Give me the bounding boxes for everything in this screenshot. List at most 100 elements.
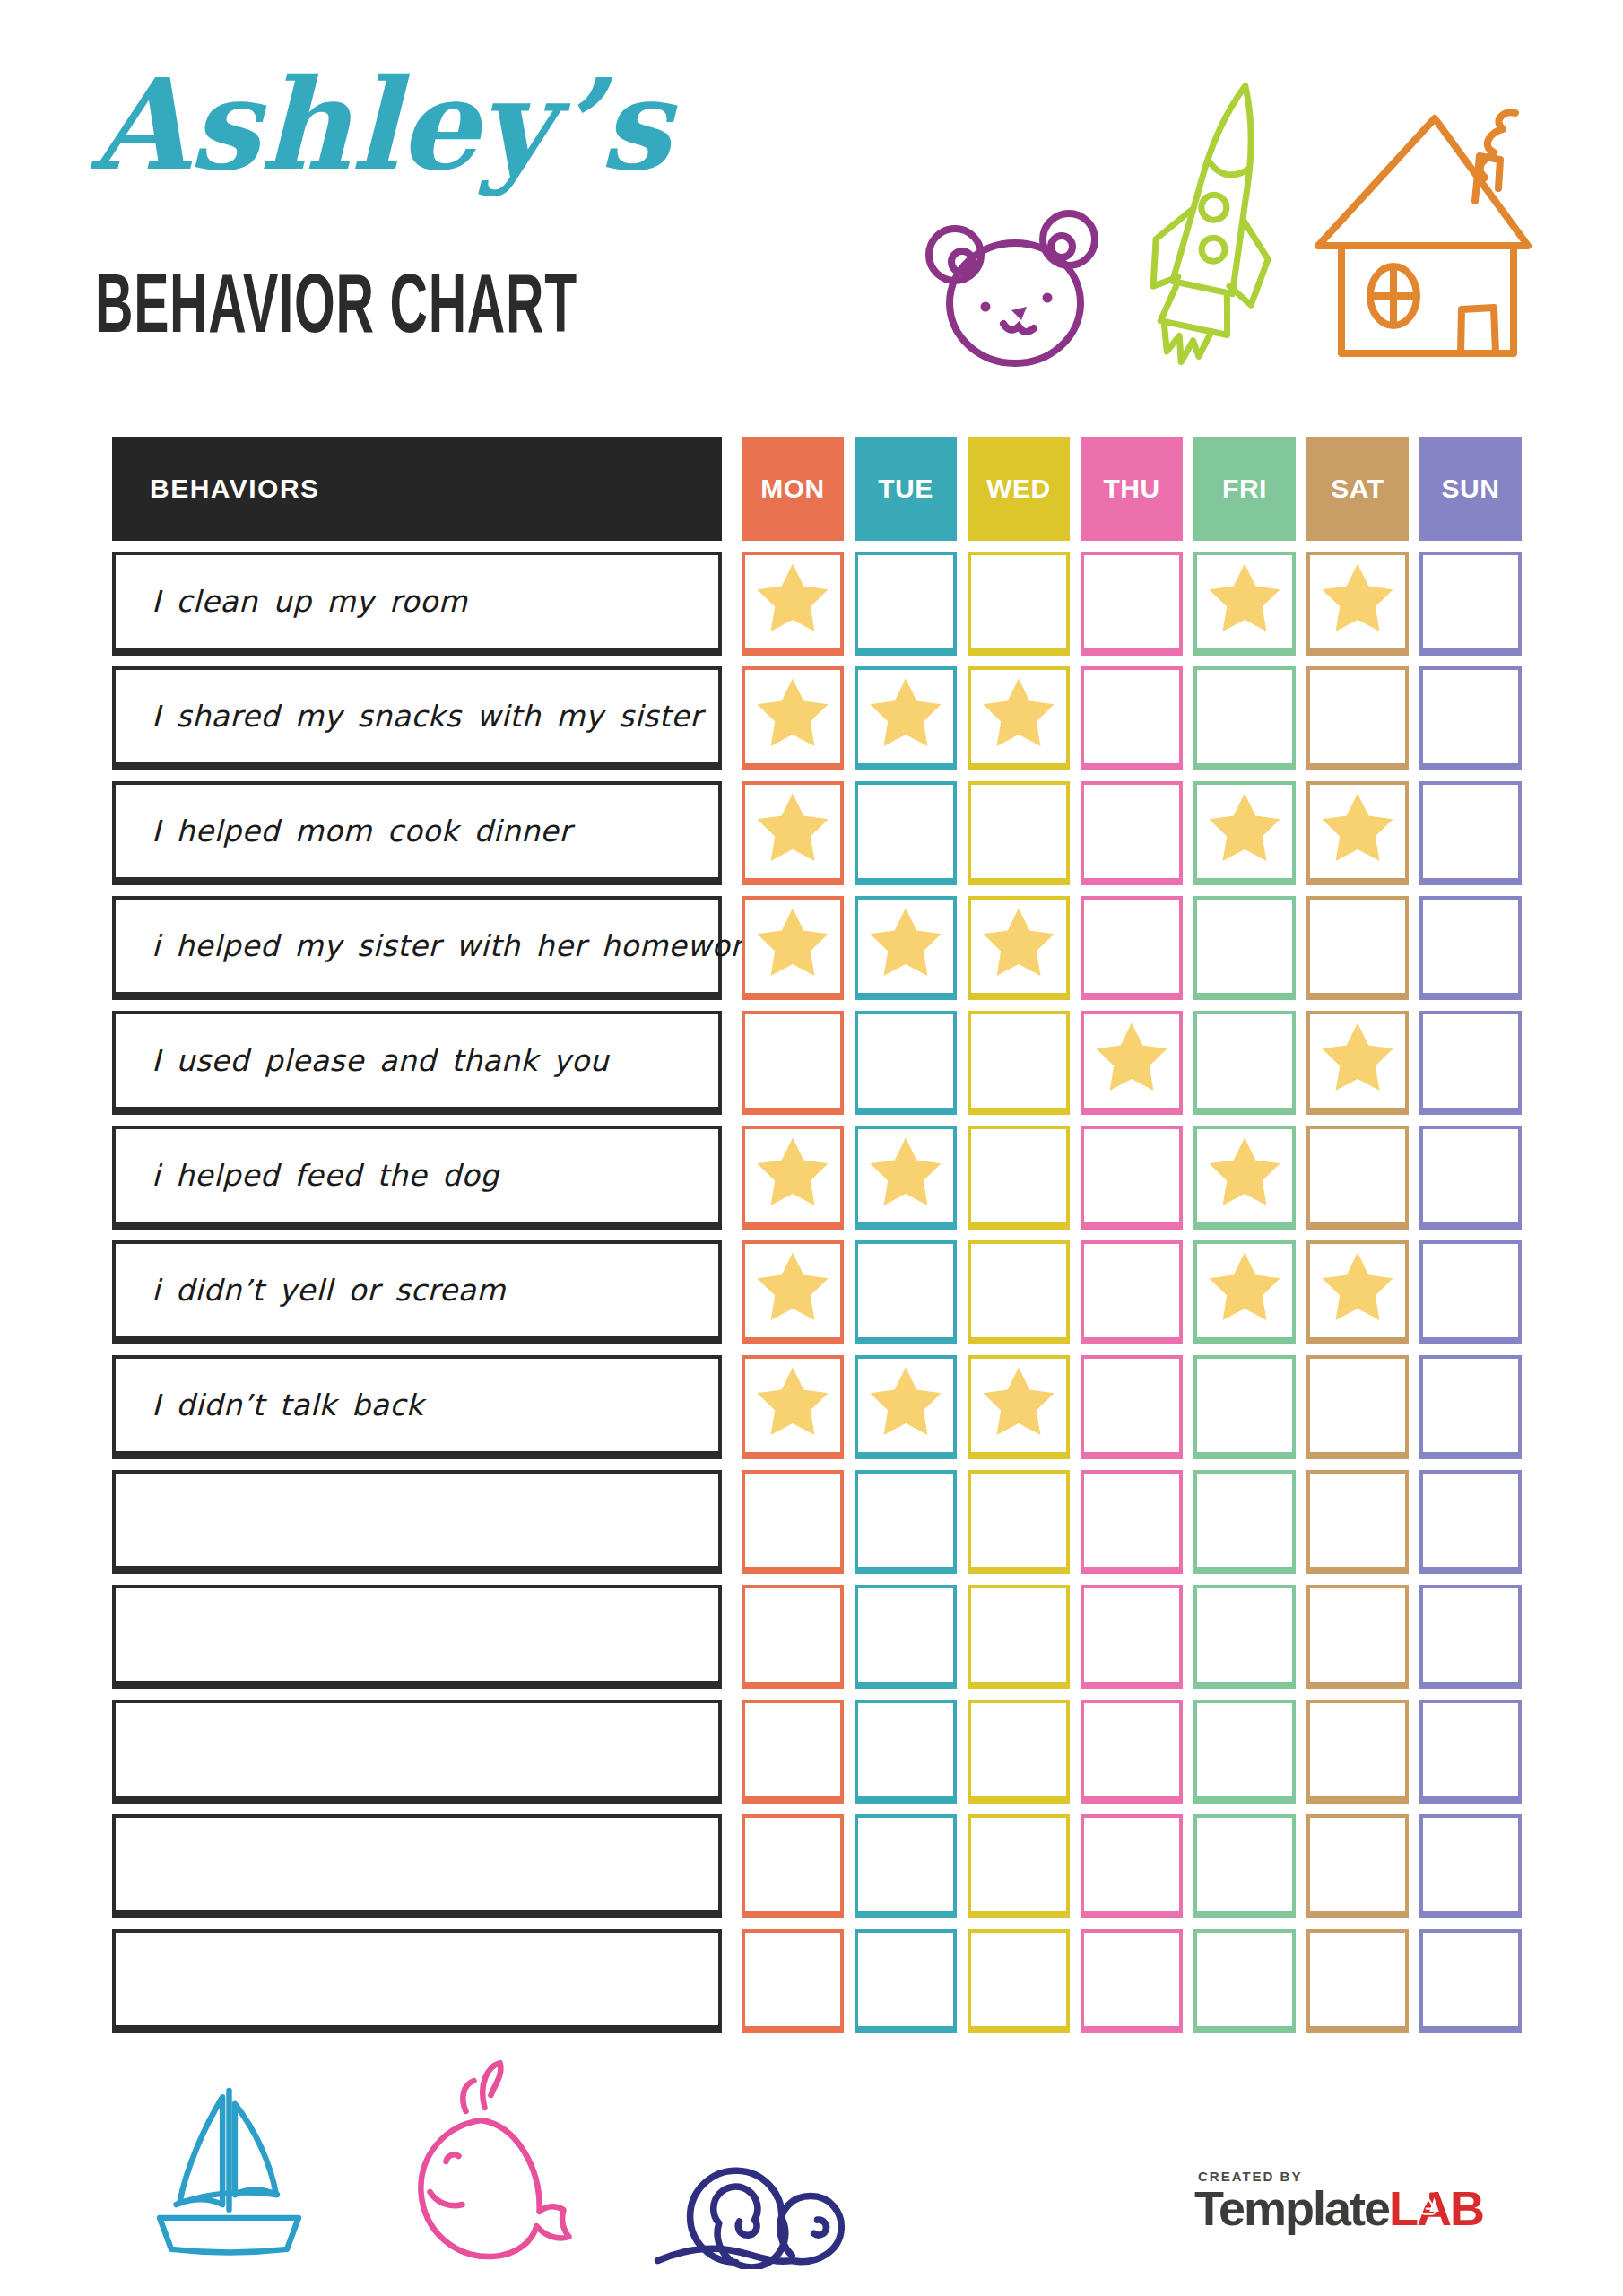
star-cell-thu[interactable] <box>1081 552 1183 656</box>
star-cell-tue[interactable] <box>855 1240 957 1344</box>
star-cell-sun[interactable] <box>1419 896 1522 1000</box>
star-cell-sun[interactable] <box>1419 1470 1522 1574</box>
star-cell-sat[interactable] <box>1306 666 1409 770</box>
star-cell-fri[interactable] <box>1193 1700 1296 1804</box>
star-cell-fri[interactable] <box>1193 1126 1296 1230</box>
star-cell-mon[interactable] <box>742 552 844 656</box>
star-cell-thu[interactable] <box>1081 896 1183 1000</box>
star-cell-thu[interactable] <box>1081 1240 1183 1344</box>
star-cell-thu[interactable] <box>1081 1011 1183 1115</box>
star-cell-sat[interactable] <box>1306 1700 1409 1804</box>
star-cell-sun[interactable] <box>1419 1355 1522 1459</box>
star-cell-sat[interactable] <box>1306 1240 1409 1344</box>
star-cell-sun[interactable] <box>1419 781 1522 885</box>
star-cell-fri[interactable] <box>1193 1240 1296 1344</box>
star-cell-sun[interactable] <box>1419 666 1522 770</box>
behavior-chart-table: BEHAVIORS MONTUEWEDTHUFRISATSUN I clean … <box>112 437 1522 2033</box>
star-cell-mon[interactable] <box>742 896 844 1000</box>
star-cell-fri[interactable] <box>1193 781 1296 885</box>
star-cell-tue[interactable] <box>855 1470 957 1574</box>
star-icon <box>757 1366 829 1438</box>
star-cell-tue[interactable] <box>855 1700 957 1804</box>
star-cell-tue[interactable] <box>855 1126 957 1230</box>
star-cell-tue[interactable] <box>855 1585 957 1689</box>
row-cells <box>742 1585 1522 1689</box>
star-cell-mon[interactable] <box>742 1814 844 1918</box>
star-cell-tue[interactable] <box>855 1814 957 1918</box>
star-cell-mon[interactable] <box>742 1929 844 2033</box>
star-cell-fri[interactable] <box>1193 896 1296 1000</box>
star-cell-tue[interactable] <box>855 1011 957 1115</box>
star-cell-mon[interactable] <box>742 1011 844 1115</box>
star-cell-fri[interactable] <box>1193 552 1296 656</box>
star-cell-sat[interactable] <box>1306 1585 1409 1689</box>
star-cell-mon[interactable] <box>742 1470 844 1574</box>
star-cell-thu[interactable] <box>1081 1126 1183 1230</box>
star-cell-thu[interactable] <box>1081 781 1183 885</box>
star-cell-fri[interactable] <box>1193 1011 1296 1115</box>
star-cell-sat[interactable] <box>1306 781 1409 885</box>
star-cell-wed[interactable] <box>968 1585 1070 1689</box>
star-cell-wed[interactable] <box>968 1700 1070 1804</box>
star-cell-mon[interactable] <box>742 1585 844 1689</box>
star-cell-mon[interactable] <box>742 1126 844 1230</box>
star-cell-sun[interactable] <box>1419 1585 1522 1689</box>
star-cell-thu[interactable] <box>1081 1470 1183 1574</box>
star-cell-sat[interactable] <box>1306 1011 1409 1115</box>
star-cell-wed[interactable] <box>968 781 1070 885</box>
star-icon <box>983 677 1055 749</box>
star-cell-wed[interactable] <box>968 1470 1070 1574</box>
star-cell-fri[interactable] <box>1193 1585 1296 1689</box>
star-cell-sat[interactable] <box>1306 1814 1409 1918</box>
star-cell-wed[interactable] <box>968 896 1070 1000</box>
star-cell-sun[interactable] <box>1419 552 1522 656</box>
star-cell-thu[interactable] <box>1081 666 1183 770</box>
star-cell-sun[interactable] <box>1419 1126 1522 1230</box>
star-cell-wed[interactable] <box>968 666 1070 770</box>
star-cell-sun[interactable] <box>1419 1929 1522 2033</box>
row-cells <box>742 1355 1522 1459</box>
star-cell-sat[interactable] <box>1306 896 1409 1000</box>
star-cell-fri[interactable] <box>1193 1929 1296 2033</box>
star-cell-thu[interactable] <box>1081 1929 1183 2033</box>
star-cell-sat[interactable] <box>1306 1470 1409 1574</box>
star-cell-tue[interactable] <box>855 1929 957 2033</box>
star-cell-tue[interactable] <box>855 666 957 770</box>
star-cell-wed[interactable] <box>968 1814 1070 1918</box>
star-cell-tue[interactable] <box>855 552 957 656</box>
star-cell-sat[interactable] <box>1306 552 1409 656</box>
star-cell-thu[interactable] <box>1081 1814 1183 1918</box>
star-cell-mon[interactable] <box>742 666 844 770</box>
star-cell-wed[interactable] <box>968 1126 1070 1230</box>
star-cell-sun[interactable] <box>1419 1240 1522 1344</box>
star-cell-wed[interactable] <box>968 552 1070 656</box>
star-cell-sun[interactable] <box>1419 1700 1522 1804</box>
star-cell-wed[interactable] <box>968 1355 1070 1459</box>
star-cell-fri[interactable] <box>1193 666 1296 770</box>
star-cell-mon[interactable] <box>742 781 844 885</box>
star-cell-wed[interactable] <box>968 1929 1070 2033</box>
star-cell-sun[interactable] <box>1419 1814 1522 1918</box>
sailboat-icon <box>124 2079 334 2269</box>
star-cell-thu[interactable] <box>1081 1355 1183 1459</box>
star-cell-fri[interactable] <box>1193 1470 1296 1574</box>
star-cell-thu[interactable] <box>1081 1585 1183 1689</box>
star-cell-fri[interactable] <box>1193 1814 1296 1918</box>
star-cell-mon[interactable] <box>742 1355 844 1459</box>
star-cell-sun[interactable] <box>1419 1011 1522 1115</box>
behavior-row: I helped mom cook dinner <box>112 781 1522 885</box>
star-cell-wed[interactable] <box>968 1011 1070 1115</box>
star-cell-sat[interactable] <box>1306 1126 1409 1230</box>
star-cell-mon[interactable] <box>742 1240 844 1344</box>
star-cell-fri[interactable] <box>1193 1355 1296 1459</box>
star-cell-thu[interactable] <box>1081 1700 1183 1804</box>
star-cell-wed[interactable] <box>968 1240 1070 1344</box>
star-cell-mon[interactable] <box>742 1700 844 1804</box>
star-cell-tue[interactable] <box>855 781 957 885</box>
star-cell-tue[interactable] <box>855 1355 957 1459</box>
star-icon <box>870 677 942 749</box>
behavior-label <box>112 1700 722 1804</box>
star-cell-sat[interactable] <box>1306 1929 1409 2033</box>
star-cell-tue[interactable] <box>855 896 957 1000</box>
star-cell-sat[interactable] <box>1306 1355 1409 1459</box>
